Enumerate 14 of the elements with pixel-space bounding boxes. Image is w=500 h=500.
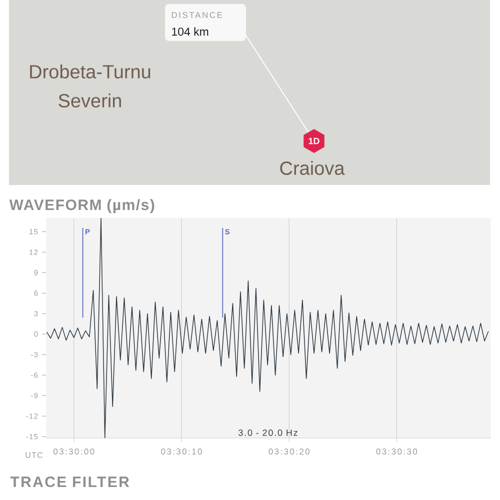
text: Drobeta-Turnu Severin: [30, 64, 150, 108]
line-series: [46, 218, 489, 438]
text: 1D: [308, 138, 320, 144]
text: TRACE FILTER: [10, 476, 130, 488]
x-tick-label: 03:30:00: [54, 448, 94, 455]
text: 104 km: [172, 27, 208, 36]
text: DISTANCE: [172, 12, 222, 18]
annotation: 3.0 - 20.0 Hz: [238, 430, 298, 436]
x-tick-label: 03:30:10: [161, 448, 202, 455]
x-tick-label: 03:30:20: [268, 448, 310, 455]
x-axis-title: UTC: [26, 452, 42, 458]
text: Craiova: [280, 161, 345, 175]
chart-title: WAVEFORM (µm/s): [9, 199, 154, 214]
x-tick-label: 03:30:30: [376, 448, 418, 455]
